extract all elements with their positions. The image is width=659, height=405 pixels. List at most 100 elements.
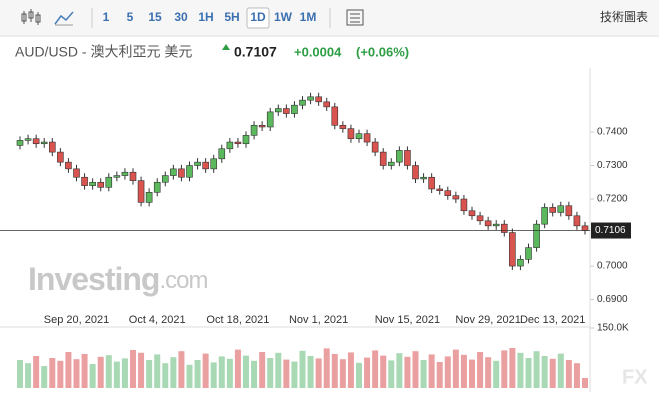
volume-bar <box>17 360 23 388</box>
volume-bar <box>202 353 209 388</box>
volume-bar <box>339 359 346 388</box>
y-tick-label: 0.6900 <box>597 294 628 305</box>
volume-bar <box>154 354 161 388</box>
candle-body <box>307 96 314 101</box>
candle-body <box>105 176 113 188</box>
interval-button[interactable]: 15 <box>148 10 162 24</box>
volume-bar <box>194 360 201 388</box>
candle-body <box>16 140 24 146</box>
candle-body <box>355 133 363 140</box>
y-tick-label: 0.7000 <box>597 261 628 272</box>
last-price-label: 0.7106 <box>595 225 626 236</box>
candle-body <box>153 181 161 193</box>
candle-body <box>145 192 153 203</box>
candle-icon <box>21 9 41 25</box>
candle-body <box>129 171 137 181</box>
volume-bar <box>501 350 508 388</box>
candle-body <box>186 165 193 178</box>
interval-button[interactable]: 1M <box>300 10 317 24</box>
selected-box <box>246 7 270 29</box>
volume-bar <box>372 350 379 388</box>
table-icon <box>346 9 364 26</box>
candle-body <box>468 210 476 217</box>
interval-button[interactable]: 1H <box>198 10 213 24</box>
candle-body <box>121 171 129 176</box>
y-tick-label: 0.7300 <box>597 160 628 171</box>
up-arrow <box>222 44 230 50</box>
volume-bar <box>469 359 475 388</box>
candle-body <box>331 106 339 126</box>
x-tick-label: Oct 18, 2021 <box>206 314 269 326</box>
interval-button[interactable]: 5 <box>127 10 134 24</box>
candle-body <box>137 180 145 203</box>
candle-body <box>363 133 371 143</box>
watermark-main: Investing <box>28 261 159 297</box>
price: 0.7107 <box>234 44 277 60</box>
volume-bar <box>444 356 451 388</box>
x-tick-label: Nov 15, 2021 <box>375 314 440 326</box>
interval-button[interactable]: 1W <box>274 10 293 24</box>
volume-bar <box>420 360 427 388</box>
volume-bar <box>356 362 362 388</box>
volume-bar <box>275 352 282 388</box>
symbol: AUD/USD - 澳大利亞元 美元 <box>15 44 192 60</box>
volume-bar <box>41 366 48 388</box>
volume-bar <box>299 350 306 388</box>
last-price-box <box>591 222 631 239</box>
candle-body <box>412 165 419 180</box>
change: +0.0004 <box>294 44 342 59</box>
candle-body <box>291 104 298 114</box>
candle-body <box>533 223 540 248</box>
volume-bar <box>226 358 233 388</box>
interval-button[interactable]: 30 <box>174 10 188 24</box>
candle-body <box>557 205 565 213</box>
volume-bar <box>234 349 241 388</box>
volume-bar <box>452 349 459 388</box>
x-tick-label: Dec 13, 2021 <box>520 314 585 326</box>
volume-bar <box>113 361 120 388</box>
volume-bar <box>533 351 540 388</box>
volume-bar <box>565 360 572 388</box>
menu[interactable]: 技術圖表 <box>600 10 648 24</box>
volume-bar <box>130 350 136 388</box>
volume-bar <box>412 351 419 388</box>
candle-body <box>113 175 121 178</box>
volume-bar <box>267 358 274 388</box>
candle-body <box>492 223 500 227</box>
candle-body <box>299 99 306 106</box>
volume-bar <box>307 356 314 388</box>
candle-body <box>178 168 185 178</box>
interval-button[interactable]: 1D <box>250 10 266 24</box>
watermark-suffix: .com <box>159 267 207 294</box>
volume-bar <box>460 354 467 388</box>
candle-body <box>266 111 274 128</box>
candle-body <box>436 188 444 191</box>
volume-bar <box>243 355 249 388</box>
volume-bar <box>477 352 484 388</box>
volume-bar <box>347 352 354 388</box>
candle-body <box>32 138 40 145</box>
candle-body <box>89 181 96 186</box>
volume-bar <box>138 352 145 388</box>
volume-bar <box>323 348 330 388</box>
candle-body <box>379 151 387 166</box>
interval-button[interactable]: 5H <box>224 10 239 24</box>
candle-body <box>315 96 322 103</box>
volume-bar <box>210 362 217 388</box>
volume-bar <box>105 355 112 388</box>
candle-body <box>371 141 379 153</box>
volume-bar <box>525 358 532 388</box>
volume-bar <box>65 352 72 388</box>
volume-bar <box>81 354 88 388</box>
candle-body <box>210 158 218 170</box>
y-tick-label: 0.7400 <box>597 127 628 138</box>
volume-bar <box>573 363 580 388</box>
volume-bar <box>331 354 338 388</box>
x-tick-label: Nov 29, 2021 <box>455 314 520 326</box>
candle-body <box>339 124 347 129</box>
volume-bar <box>49 358 56 388</box>
interval-button[interactable]: 1 <box>103 10 110 24</box>
candle-body <box>541 207 548 225</box>
candle-body <box>565 205 573 217</box>
volume-bar <box>73 359 80 388</box>
